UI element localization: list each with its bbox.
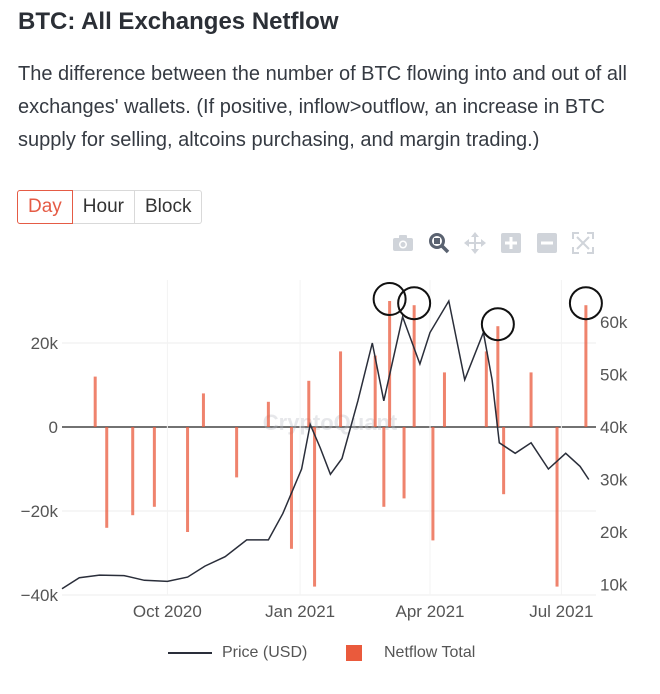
netflow-bar[interactable] (235, 427, 239, 478)
netflow-bar[interactable] (289, 427, 293, 549)
zoom-out-icon[interactable] (534, 230, 560, 256)
netflow-bar[interactable] (307, 380, 311, 427)
netflow-bar[interactable] (266, 401, 270, 427)
annotation-circle (397, 286, 432, 321)
y-left-tick-label: 0 (49, 418, 58, 437)
netflow-bar[interactable] (402, 427, 406, 499)
y-right-tick-label: 50k (600, 366, 628, 385)
pan-icon[interactable] (462, 230, 488, 256)
x-tick-label: Jan 2021 (265, 602, 335, 621)
camera-icon[interactable] (390, 230, 416, 256)
netflow-bar[interactable] (373, 355, 377, 427)
price-line[interactable] (61, 298, 590, 590)
y-left-tick-label: 20k (31, 334, 59, 353)
tab-hour[interactable]: Hour (72, 190, 135, 224)
netflow-bar[interactable] (93, 376, 97, 427)
netflow-bar[interactable] (382, 427, 386, 507)
netflow-bar[interactable] (412, 305, 416, 427)
y-right-tick-label: 40k (600, 418, 628, 437)
y-right-tick-label: 30k (600, 471, 628, 490)
netflow-bar[interactable] (584, 305, 588, 427)
annotation-circle (480, 307, 515, 342)
legend-price-label: Price (USD) (222, 644, 308, 661)
x-tick-label: Apr 2021 (396, 602, 465, 621)
tab-day[interactable]: Day (17, 190, 73, 224)
netflow-bar[interactable] (555, 427, 559, 587)
y-left-tick-label: −20k (21, 502, 59, 521)
netflow-bar[interactable] (442, 372, 446, 427)
zoom-in-icon[interactable] (498, 230, 524, 256)
annotation-circle (372, 282, 407, 316)
chart-toolbar (390, 230, 596, 256)
y-right-tick-label: 60k (600, 313, 628, 332)
page-title: BTC: All Exchanges Netflow (18, 8, 339, 35)
legend-netflow[interactable]: Netflow Total (346, 644, 475, 662)
netflow-bar[interactable] (201, 393, 205, 427)
interval-tabs: Day Hour Block (17, 190, 203, 224)
y-right-tick-label: 20k (600, 523, 628, 542)
netflow-bar[interactable] (131, 427, 135, 516)
price-line-swatch (168, 652, 212, 654)
annotation-circle (568, 286, 603, 321)
y-right-tick-label: 10k (600, 576, 628, 595)
y-left-tick-label: −40k (21, 586, 59, 605)
page-description: The difference between the number of BTC… (18, 63, 627, 151)
legend-netflow-label: Netflow Total (384, 644, 476, 661)
zoom-icon[interactable] (426, 230, 452, 256)
netflow-bar[interactable] (431, 427, 435, 541)
chart-legend: Price (USD) Netflow Total (0, 640, 660, 670)
legend-price[interactable]: Price (USD) (168, 644, 307, 662)
netflow-bar[interactable] (388, 301, 392, 427)
netflow-bar[interactable] (105, 427, 109, 528)
netflow-bar[interactable] (496, 326, 500, 427)
netflow-chart: CryptoQuant 20k 0 −20k −40k 60k 50k 40k 30k 20k 1… (21, 280, 628, 621)
netflow-bar[interactable] (313, 427, 317, 587)
netflow-bar[interactable] (484, 351, 488, 427)
x-tick-label: Jul 2021 (529, 602, 593, 621)
netflow-bar[interactable] (152, 427, 156, 507)
netflow-bar[interactable] (502, 427, 506, 495)
netflow-bar[interactable] (339, 351, 343, 427)
netflow-swatch (346, 645, 362, 661)
autoscale-icon[interactable] (570, 230, 596, 256)
netflow-bar[interactable] (186, 427, 190, 532)
netflow-bar[interactable] (529, 372, 533, 427)
tab-block[interactable]: Block (134, 190, 203, 224)
x-tick-label: Oct 2020 (133, 602, 202, 621)
cryptoquant-watermark: CryptoQuant (263, 410, 398, 435)
